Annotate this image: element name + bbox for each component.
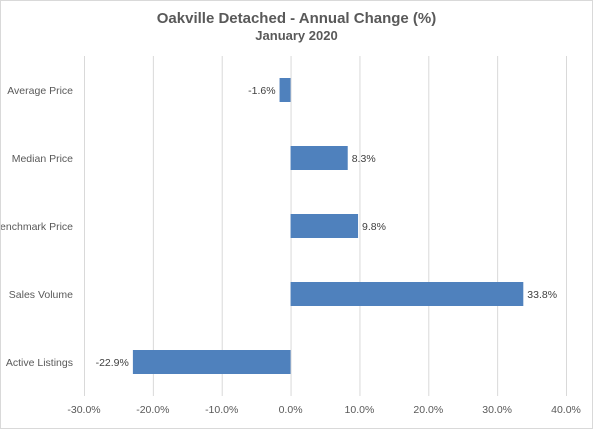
data-label: -1.6%	[248, 85, 275, 97]
category-label: Sales Volume	[9, 289, 73, 301]
data-label: -22.9%	[96, 357, 129, 369]
title-block: Oakville Detached - Annual Change (%) Ja…	[1, 10, 592, 44]
x-tick-label: -30.0%	[67, 404, 100, 416]
x-tick-label: 20.0%	[413, 404, 443, 416]
data-label: 8.3%	[352, 153, 376, 165]
bar-layer	[132, 78, 524, 374]
category-label: Active Listings	[6, 357, 73, 369]
label-layer: -30.0% -20.0% -10.0% 0.0% 10.0% 20.0% 30.0% 40.…	[1, 85, 581, 416]
x-tick-label: 30.0%	[482, 404, 512, 416]
x-tick-label: 0.0%	[279, 404, 303, 416]
bar	[132, 350, 291, 374]
x-tick-label: -20.0%	[136, 404, 169, 416]
x-tick-label: -10.0%	[205, 404, 238, 416]
grid-layer	[84, 56, 567, 396]
chart-title: Oakville Detached - Annual Change (%)	[156, 10, 437, 27]
data-label: 33.8%	[527, 289, 557, 301]
bar	[290, 146, 348, 170]
bar	[279, 78, 291, 102]
data-label: 9.8%	[362, 221, 386, 233]
bar	[290, 282, 524, 306]
category-label: Median Price	[12, 153, 73, 165]
bar	[290, 214, 359, 238]
category-label: Benchmark Price	[1, 221, 73, 233]
x-tick-label: 40.0%	[551, 404, 581, 416]
category-label: Average Price	[7, 85, 73, 97]
x-tick-label: 10.0%	[345, 404, 375, 416]
chart-subtitle: January 2020	[255, 28, 338, 43]
